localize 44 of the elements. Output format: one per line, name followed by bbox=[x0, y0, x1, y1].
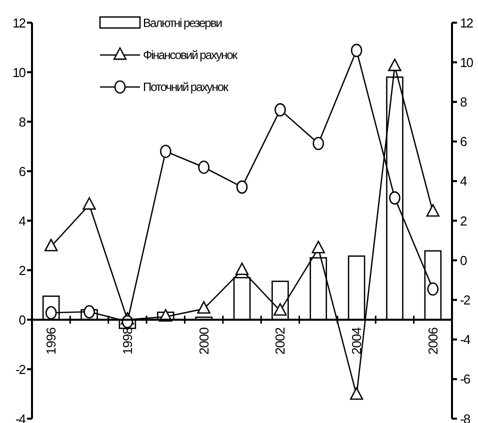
point bbox=[274, 103, 286, 116]
point bbox=[44, 238, 58, 252]
point bbox=[388, 58, 402, 72]
y2-tick-label: 6 bbox=[460, 134, 467, 150]
y-tick-label: -2 bbox=[15, 362, 26, 377]
x-tick-label: 2006 bbox=[425, 327, 440, 355]
legend-label: Валютні резерви bbox=[143, 16, 222, 30]
point bbox=[350, 44, 362, 58]
point bbox=[160, 144, 172, 158]
point bbox=[236, 180, 248, 194]
y2-tick-label: 4 bbox=[460, 174, 467, 189]
legend-label: Поточний рахунок bbox=[143, 80, 230, 94]
x-tick-label: 2002 bbox=[272, 327, 288, 355]
point bbox=[82, 197, 96, 210]
y-tick-label: 12 bbox=[12, 15, 26, 30]
x-tick-label: 2000 bbox=[196, 327, 212, 355]
y-tick-label: 4 bbox=[18, 213, 26, 228]
point bbox=[350, 387, 364, 400]
point bbox=[312, 136, 324, 150]
y-tick-label: 10 bbox=[12, 64, 26, 80]
point bbox=[274, 303, 287, 316]
y2-tick-label: 0 bbox=[460, 252, 467, 268]
y-tick-label: 0 bbox=[18, 312, 26, 328]
y-tick-label: 8 bbox=[18, 114, 26, 130]
y-tick-label: -4 bbox=[15, 411, 26, 423]
y-tick-label: 6 bbox=[18, 164, 26, 179]
legend-label: Фінансовий рахунок bbox=[143, 48, 238, 62]
y2-tick-label: 10 bbox=[460, 54, 474, 70]
point bbox=[197, 301, 210, 314]
point bbox=[198, 160, 210, 174]
point bbox=[312, 240, 325, 254]
y-tick-label: 2 bbox=[18, 262, 26, 278]
y2-tick-label: -6 bbox=[460, 372, 470, 387]
point bbox=[427, 282, 439, 296]
y2-tick-label: 8 bbox=[460, 94, 467, 110]
point bbox=[426, 204, 440, 217]
y2-tick-label: 2 bbox=[460, 213, 467, 228]
y2-tick-label: -2 bbox=[460, 292, 470, 308]
x-tick-label: 1996 bbox=[44, 327, 59, 355]
x-tick-label: 2004 bbox=[349, 327, 364, 355]
point bbox=[389, 191, 400, 205]
y2-tick-label: 12 bbox=[460, 15, 474, 30]
point bbox=[235, 262, 249, 276]
y2-tick-label: -4 bbox=[460, 332, 470, 348]
